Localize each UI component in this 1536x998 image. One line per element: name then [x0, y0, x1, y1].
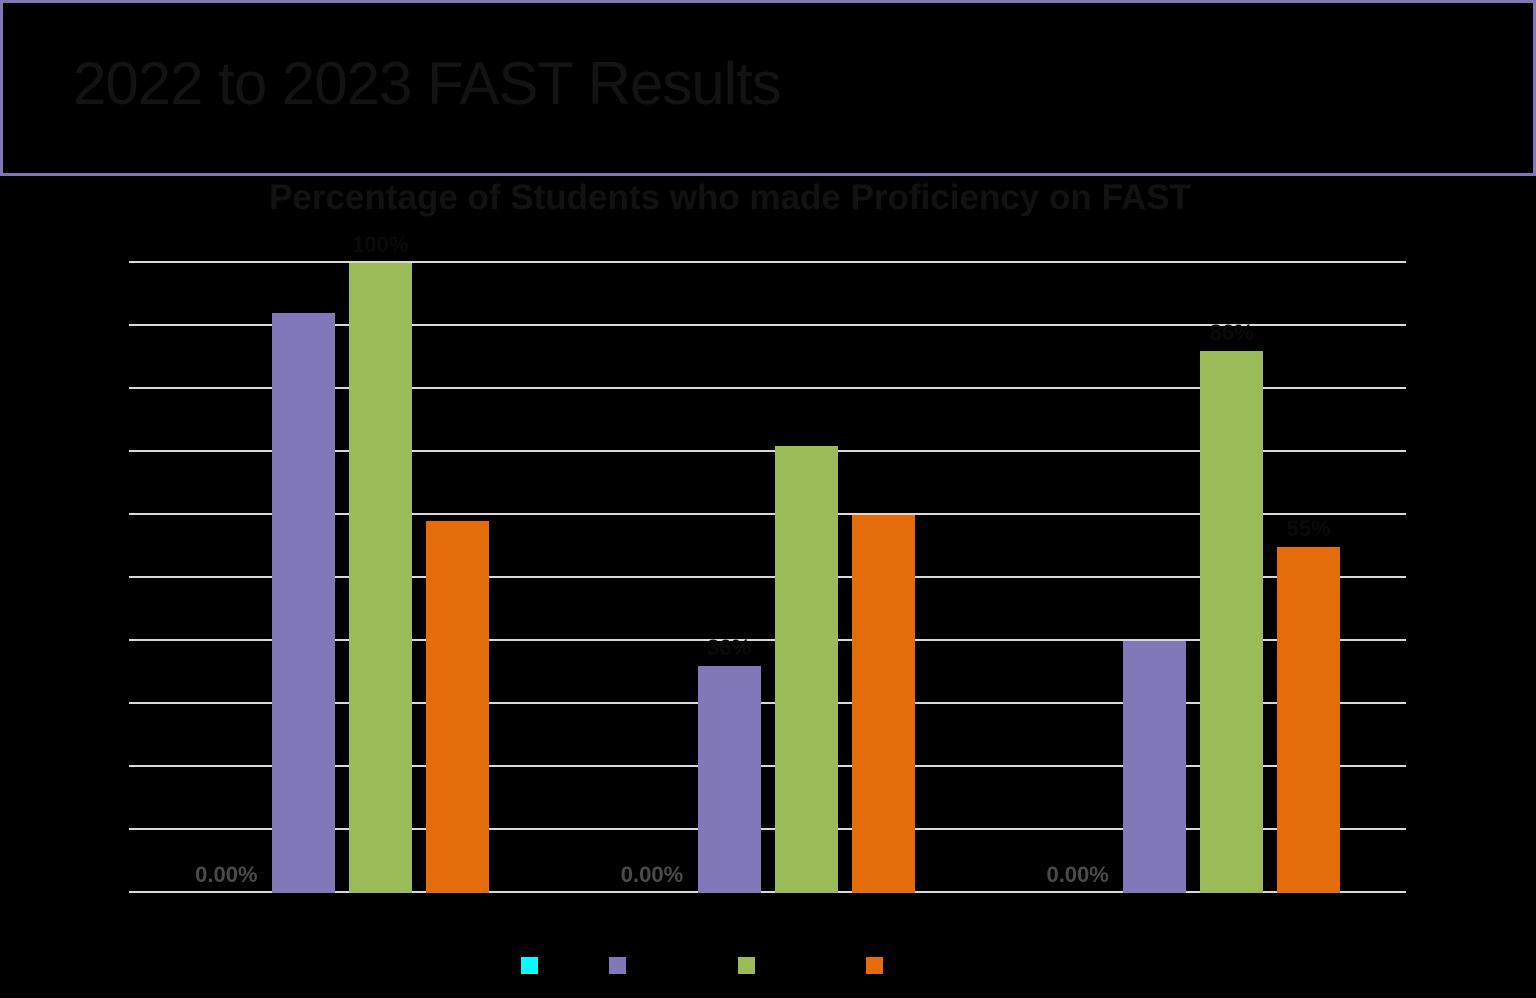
- gridline: [129, 702, 1406, 704]
- data-label: 0.00%: [620, 862, 684, 887]
- legend: [0, 957, 1536, 975]
- gridline: [129, 450, 1406, 452]
- bar: [774, 445, 838, 893]
- data-label: 0.00%: [195, 862, 258, 887]
- bar: [851, 515, 915, 893]
- legend-item: [521, 957, 544, 974]
- gridline: [129, 387, 1406, 389]
- data-label: 86%: [1209, 320, 1254, 346]
- gridline: [129, 828, 1406, 830]
- plot-area: 0.00% 100% 0.00% 36% 0.00% 86% 55%: [129, 232, 1406, 893]
- bar: [1123, 641, 1187, 893]
- data-label: 36%: [706, 635, 752, 661]
- bar: [1277, 546, 1341, 893]
- header-box: 2022 to 2023 FAST Results: [0, 0, 1536, 176]
- legend-item: [738, 957, 761, 974]
- gridline: [129, 891, 1406, 893]
- bar: [697, 666, 761, 893]
- legend-swatch-icon: [609, 957, 626, 974]
- gridline: [129, 324, 1406, 326]
- legend-item: [866, 957, 889, 974]
- page-title: 2022 to 2023 FAST Results: [73, 50, 782, 117]
- gridline: [129, 639, 1406, 641]
- gridline: [129, 513, 1406, 515]
- bar: [1200, 351, 1264, 893]
- legend-swatch-icon: [521, 957, 538, 974]
- legend-item: [609, 957, 632, 974]
- legend-swatch-icon: [866, 957, 883, 974]
- bar: [425, 521, 489, 893]
- legend-swatch-icon: [738, 957, 755, 974]
- data-label: 55%: [1286, 515, 1331, 541]
- data-label: 0.00%: [1046, 862, 1109, 887]
- gridline: [129, 765, 1406, 767]
- chart-title: Percentage of Students who made Proficie…: [269, 178, 1191, 217]
- gridline: [129, 576, 1406, 578]
- bar: [348, 263, 412, 893]
- data-label: 100%: [352, 232, 409, 257]
- gridline: [129, 261, 1406, 263]
- bar: [271, 313, 335, 893]
